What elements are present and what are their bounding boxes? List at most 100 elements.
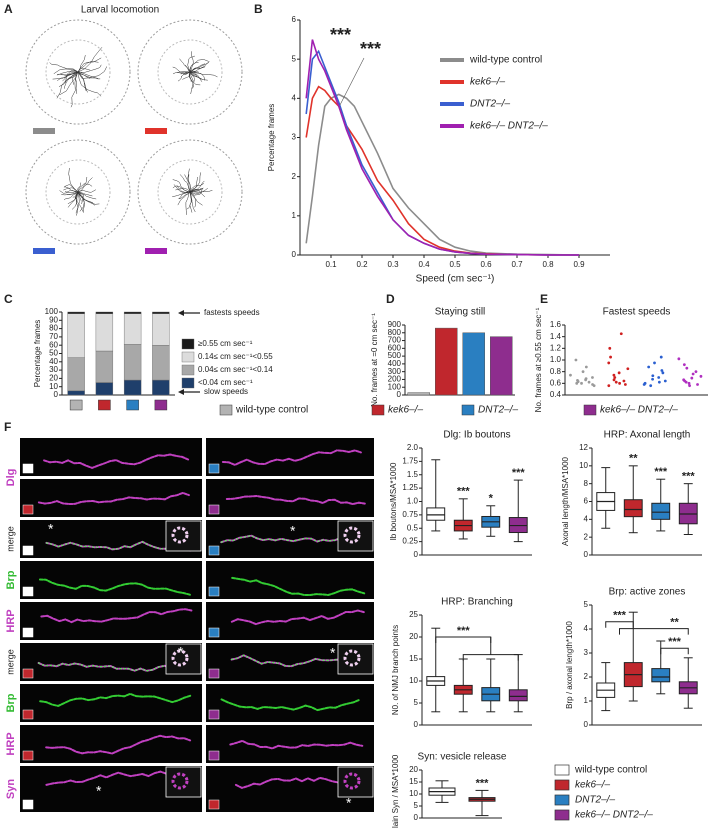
box	[651, 668, 671, 683]
category-swatch	[98, 399, 111, 411]
point	[622, 379, 626, 383]
y-axis-label: No. frames at ≥0.55 cm sec⁻¹	[534, 307, 543, 412]
y-tick-label: 2.0	[407, 443, 419, 452]
track	[173, 184, 191, 194]
point	[609, 355, 612, 359]
nmj-signal	[45, 734, 192, 755]
genotype-square	[208, 586, 220, 597]
track	[49, 62, 79, 73]
y-tick-label: 2	[584, 532, 589, 541]
point	[580, 381, 583, 385]
genotype-square	[22, 668, 34, 679]
track	[56, 71, 78, 76]
track	[189, 191, 196, 213]
track	[56, 71, 79, 76]
track	[77, 182, 82, 193]
genotype-square	[208, 463, 220, 474]
y-tick-label: 10	[409, 789, 418, 798]
track	[189, 188, 208, 195]
track	[64, 70, 79, 84]
point	[649, 384, 653, 388]
nmj-signal	[221, 449, 362, 466]
point	[613, 376, 617, 379]
track	[189, 60, 210, 73]
significance: **	[670, 617, 679, 629]
y-tick-label: 0.5	[407, 523, 419, 532]
annotation-pointer	[339, 57, 365, 106]
point	[699, 374, 703, 378]
image-label: merge	[5, 649, 15, 675]
track	[77, 47, 103, 73]
y-tick-label: 0	[54, 390, 59, 399]
y-tick-label: 0.4	[550, 390, 562, 399]
y-axis-label: Axonal length/MSA*1000	[561, 456, 570, 546]
genotype-bar	[33, 128, 55, 134]
track	[77, 191, 84, 205]
track	[189, 71, 194, 95]
bar-segment	[95, 350, 114, 383]
annotation: fastests speeds	[204, 308, 260, 317]
genotype-square	[208, 627, 220, 638]
y-tick-label: 1	[292, 211, 297, 220]
panel-letter: E	[540, 292, 548, 306]
track	[75, 191, 84, 212]
y-tick-label: 1.25	[402, 483, 418, 492]
y-tick-label: 10	[49, 382, 58, 391]
significance: ***	[613, 610, 627, 622]
significance: **	[629, 453, 638, 465]
track	[77, 189, 97, 193]
micrograph	[20, 602, 202, 640]
nmj-signal	[38, 578, 191, 596]
genotype-square	[22, 586, 34, 597]
y-tick-label: 20	[409, 632, 418, 641]
legend-swatch	[461, 404, 475, 416]
y-tick-label: 70	[49, 332, 58, 341]
inset	[165, 520, 202, 552]
x-tick-label: 0.2	[356, 260, 368, 269]
point	[576, 379, 579, 382]
genotype-square	[208, 504, 220, 515]
point	[694, 370, 698, 374]
track	[77, 71, 87, 92]
nmj-signal	[37, 491, 190, 506]
bar-segment	[95, 313, 114, 352]
bar	[407, 392, 430, 396]
inset-bouton	[171, 649, 189, 667]
genotype-square	[22, 799, 34, 810]
point	[663, 379, 667, 383]
inset-bouton	[343, 772, 361, 790]
point	[614, 380, 618, 384]
nmj-signal	[43, 453, 190, 469]
chart-title: Dlg: Ib boutons	[443, 430, 510, 441]
y-tick-label: 6	[584, 497, 589, 506]
legend-swatch	[583, 404, 597, 416]
bar-segment	[123, 379, 142, 396]
nmj-signal	[39, 692, 192, 707]
y-tick-label: 2	[292, 172, 297, 181]
bar-segment	[152, 313, 170, 346]
chart-title: Brp: active zones	[609, 587, 686, 598]
legend-label: <0.04 cm sec⁻¹	[198, 378, 253, 387]
y-tick-label: 3	[584, 648, 589, 657]
track	[64, 186, 79, 193]
legend-label: DNT2–/–	[575, 795, 615, 806]
x-tick-label: 0.5	[449, 260, 461, 269]
category-swatch	[69, 399, 83, 411]
track	[189, 62, 209, 73]
line-series	[305, 93, 580, 256]
y-tick-label: 300	[388, 367, 402, 376]
track	[177, 71, 191, 82]
inset	[165, 766, 202, 798]
annotation: slow speeds	[204, 387, 248, 396]
track	[64, 190, 79, 193]
y-tick-label: 200	[388, 375, 402, 384]
track	[77, 183, 93, 193]
track	[187, 55, 195, 73]
y-tick-label: 0	[397, 390, 402, 399]
image-asterisk: *	[178, 644, 184, 660]
line-series	[305, 85, 579, 256]
track	[77, 71, 88, 93]
legend-label: kek6–/– DNT2–/–	[575, 810, 653, 821]
significance: ***	[654, 466, 668, 478]
track	[184, 64, 191, 73]
